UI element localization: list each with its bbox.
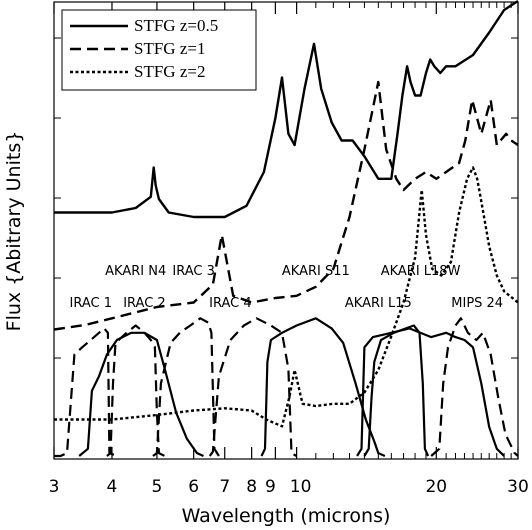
filter-band-labels: IRAC 1 IRAC 2 IRAC 3 IRAC 4 AKARI N4 AKARI S1… (69, 264, 503, 311)
x-tick-label: 20 (425, 477, 447, 497)
x-tick-label: 4 (107, 477, 118, 497)
filter-band-label: AKARI S11 (282, 264, 350, 279)
filter-band-label: IRAC 1 (69, 296, 112, 311)
filter-band-label: AKARI N4 (105, 264, 166, 279)
x-axis-label: Wavelength (microns) (182, 505, 391, 527)
filter-curve (356, 327, 505, 457)
x-tick-label: 3 (49, 477, 60, 497)
x-tick-label: 6 (188, 477, 199, 497)
filter-curve (106, 324, 166, 457)
filter-curve (363, 324, 430, 457)
legend-entry: STFG z=0.5 (134, 16, 218, 35)
x-tick-label: 7 (219, 477, 230, 497)
x-tick-labels: 3 4 5 6 7 8 9 10 20 30 (49, 477, 529, 497)
filter-band-label: AKARI L18W (381, 264, 461, 279)
y-axis-label: Flux {Abitrary Units} (3, 131, 25, 332)
filter-band-label: IRAC 4 (209, 296, 252, 311)
filter-curve (152, 317, 220, 457)
filter-band-label: AKARI L15 (345, 296, 412, 311)
x-tick-label: 10 (290, 477, 312, 497)
filter-curve (260, 317, 386, 458)
filter-band-label: IRAC 2 (123, 296, 166, 311)
filter-band-label: MIPS 24 (451, 296, 503, 311)
sed-curves (53, 0, 519, 428)
sed-curve (53, 80, 519, 331)
filter-curve (430, 317, 519, 457)
filter-band-label: IRAC 3 (172, 264, 215, 279)
legend-entry: STFG z=2 (134, 62, 205, 81)
x-tick-label: 30 (507, 477, 529, 497)
x-tick-label: 8 (246, 477, 257, 497)
legend-entry: STFG z=1 (134, 39, 205, 58)
x-tick-label: 5 (152, 477, 163, 497)
filter-curve (208, 317, 298, 457)
filter-curve (54, 327, 118, 458)
filter-curve (78, 331, 204, 458)
sed-curve (54, 166, 519, 428)
plot-frame (53, 1, 519, 460)
sed-curve (54, 0, 519, 219)
x-tick-label: 9 (265, 477, 276, 497)
legend: STFG z=0.5 STFG z=1 STFG z=2 (61, 9, 257, 91)
filter-curves (54, 317, 519, 458)
